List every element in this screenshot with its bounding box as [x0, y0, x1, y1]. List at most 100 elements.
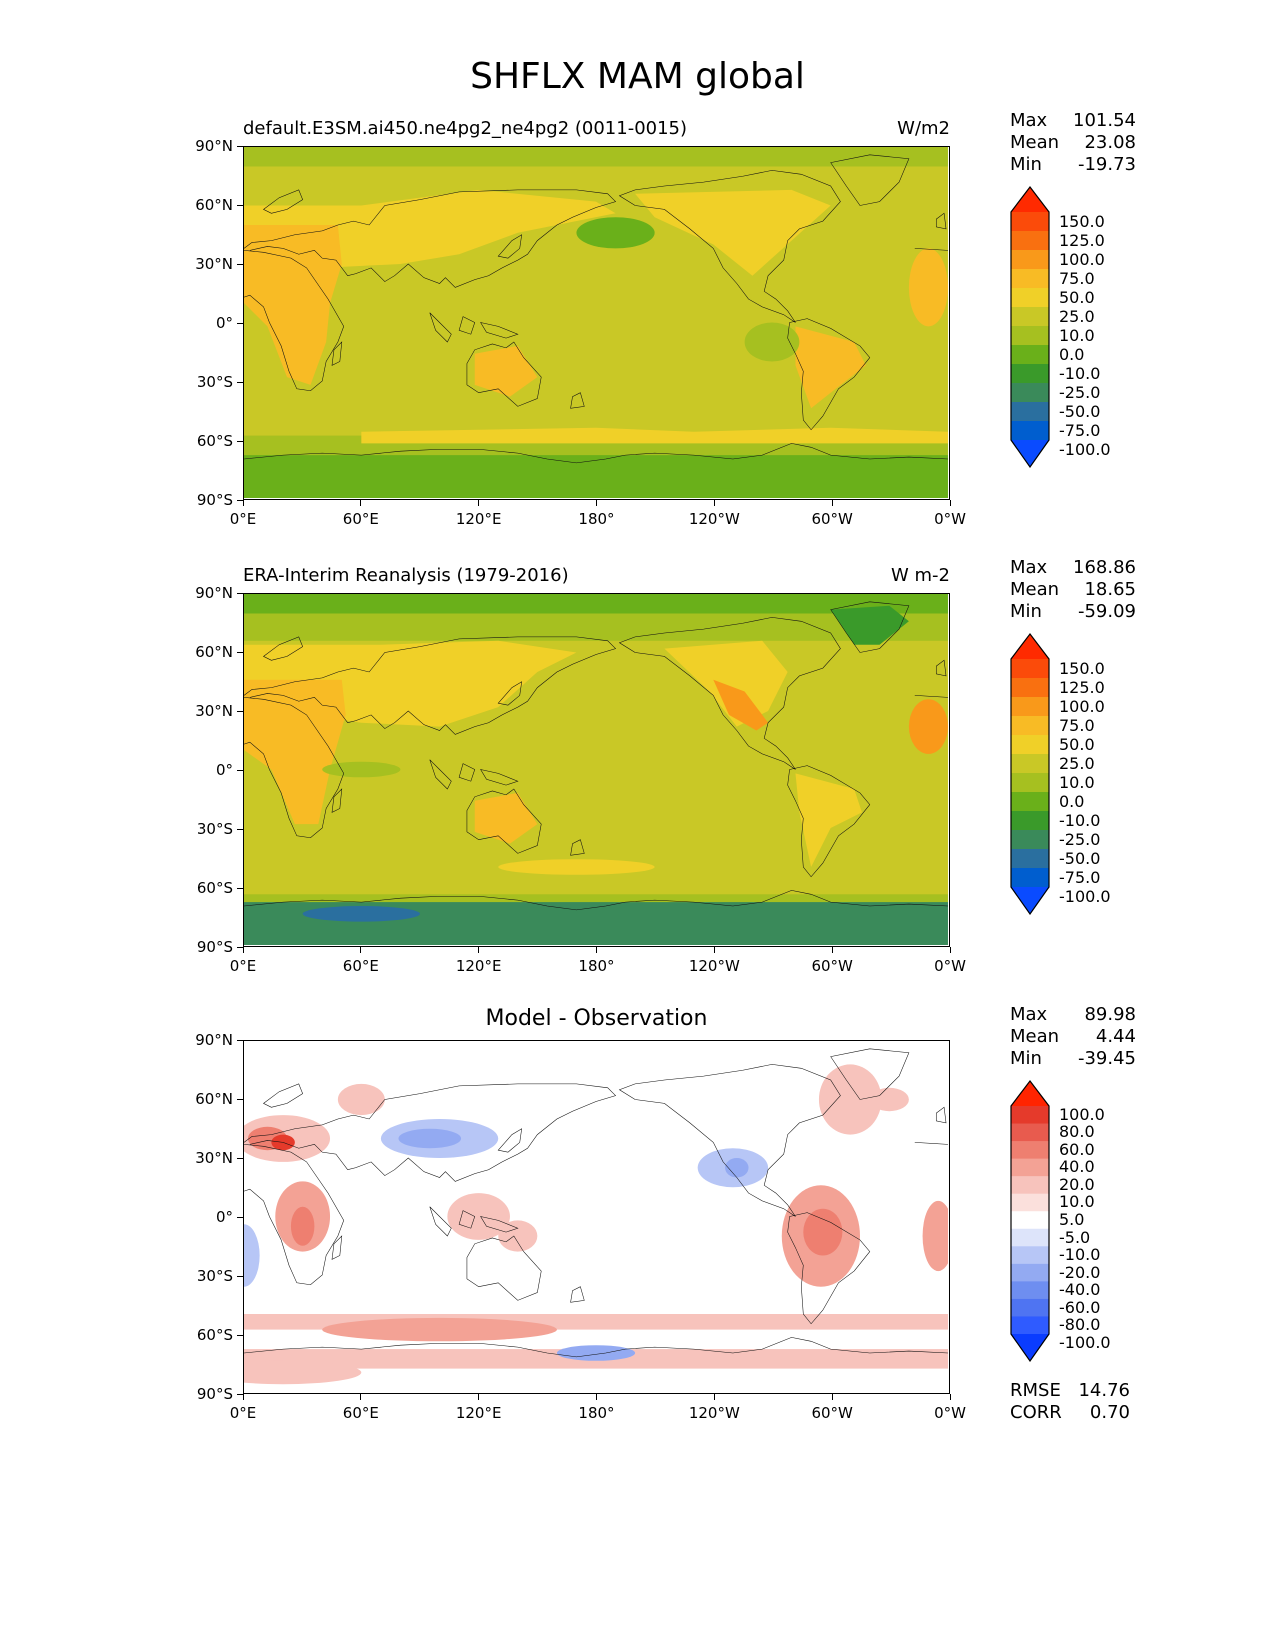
- lat-tick: [237, 1216, 243, 1218]
- lat-tick-label: 90°S: [196, 491, 233, 509]
- colorbar-segment: [1011, 716, 1049, 736]
- colorbar-label: 0.0: [1059, 791, 1085, 811]
- colorbar-extend-top: [1011, 634, 1049, 659]
- stat-label: Min: [1010, 154, 1042, 175]
- lon-tick-label: 0°W: [934, 957, 966, 975]
- panel-units-obs: W m-2: [890, 565, 950, 586]
- colorbar-label: -75.0: [1059, 420, 1101, 440]
- coastline: [244, 601, 948, 911]
- lon-tick: [949, 1394, 951, 1400]
- colorbar-label: 10.0: [1059, 325, 1095, 345]
- lon-tick: [478, 500, 480, 506]
- colorbar-segment: [1011, 773, 1049, 793]
- lat-tick: [237, 1039, 243, 1041]
- colorbar-label: 25.0: [1059, 753, 1095, 773]
- stat-value: 0.70: [1089, 1402, 1130, 1423]
- stat-label: RMSE: [1010, 1380, 1061, 1401]
- map-model: [243, 146, 950, 500]
- lon-tick-label: 120°W: [688, 957, 740, 975]
- stats-obs: Max 168.86 Mean 18.65 Min -59.09: [1010, 557, 1136, 623]
- lat-tick-label: 90°S: [196, 1385, 233, 1403]
- colorbar-extend-bottom: [1011, 440, 1049, 467]
- panel-title-obs: ERA-Interim Reanalysis (1979-2016): [243, 565, 569, 586]
- stat-value: 23.08: [1084, 132, 1136, 153]
- lat-tick: [237, 769, 243, 771]
- colorbar-extend-top: [1011, 187, 1049, 212]
- lon-tick: [949, 500, 951, 506]
- lon-tick: [831, 947, 833, 953]
- stat-label: Mean: [1010, 579, 1060, 600]
- lat-tick: [237, 592, 243, 594]
- colorbar-label: -5.0: [1059, 1227, 1091, 1247]
- colorbar-label: -100.0: [1059, 886, 1111, 906]
- lat-tick-label: 60°S: [196, 879, 233, 897]
- coastline: [244, 154, 948, 464]
- colorbar-obs: [1010, 633, 1050, 916]
- lat-tick: [237, 145, 243, 147]
- colorbar-segment: [1011, 678, 1049, 698]
- figure-title: SHFLX MAM global: [470, 56, 805, 97]
- colorbar-label: -10.0: [1059, 810, 1101, 830]
- stat-value: 89.98: [1084, 1004, 1136, 1025]
- colorbar-segment: [1011, 849, 1049, 869]
- stat-value: -39.45: [1077, 1048, 1136, 1069]
- colorbar-label: 50.0: [1059, 287, 1095, 307]
- lat-tick: [237, 1275, 243, 1277]
- colorbar-wrap-obs: [1010, 633, 1050, 919]
- lat-tick-label: 60°N: [195, 196, 233, 214]
- colorbar-model: [1010, 186, 1050, 469]
- lon-tick-label: 0°E: [229, 957, 257, 975]
- colorbar-label: -50.0: [1059, 401, 1101, 421]
- lat-tick: [237, 322, 243, 324]
- colorbar-label: -10.0: [1059, 363, 1101, 383]
- lat-tick: [237, 651, 243, 653]
- colorbar-label: 50.0: [1059, 734, 1095, 754]
- lon-tick-label: 120°W: [688, 1404, 740, 1422]
- colorbar-label: 40.0: [1059, 1157, 1095, 1177]
- lon-tick-label: 60°W: [811, 957, 853, 975]
- colorbar-label: 25.0: [1059, 306, 1095, 326]
- stat-label: Max: [1010, 1004, 1048, 1025]
- lon-tick: [949, 947, 951, 953]
- colorbar-segment: [1011, 1158, 1049, 1177]
- colorbar-segment: [1011, 659, 1049, 679]
- lon-tick: [478, 947, 480, 953]
- lon-tick-label: 60°W: [811, 510, 853, 528]
- colorbar-segment: [1011, 868, 1049, 888]
- colorbar-segment: [1011, 830, 1049, 850]
- colorbar-label: 150.0: [1059, 211, 1105, 231]
- map-diff: [243, 1040, 950, 1394]
- stat-row: Min -19.73: [1010, 154, 1136, 176]
- stat-label: Mean: [1010, 1026, 1060, 1047]
- map-field-obs: [244, 594, 948, 945]
- lon-tick-label: 120°E: [455, 1404, 502, 1422]
- lat-tick-label: 30°S: [196, 1267, 233, 1285]
- colorbar-label: -40.0: [1059, 1280, 1101, 1300]
- stats-model: Max 101.54 Mean 23.08 Min -19.73: [1010, 110, 1136, 176]
- lat-tick-label: 0°: [215, 761, 233, 779]
- colorbar-label: 80.0: [1059, 1122, 1095, 1142]
- lon-tick: [478, 1394, 480, 1400]
- stat-row: Min -39.45: [1010, 1048, 1136, 1070]
- stat-row: Mean 4.44: [1010, 1026, 1136, 1048]
- colorbar-label: -60.0: [1059, 1297, 1101, 1317]
- lat-tick: [237, 887, 243, 889]
- lat-tick-label: 30°N: [195, 702, 233, 720]
- colorbar-segment: [1011, 1211, 1049, 1230]
- stat-label: Max: [1010, 557, 1048, 578]
- colorbar-label: 150.0: [1059, 658, 1105, 678]
- colorbar-segment: [1011, 1246, 1049, 1265]
- stat-value: 101.54: [1073, 110, 1136, 131]
- lon-tick: [242, 500, 244, 506]
- stat-value: 168.86: [1073, 557, 1136, 578]
- lat-tick-label: 30°N: [195, 255, 233, 273]
- colorbar-label: 5.0: [1059, 1210, 1085, 1229]
- colorbar-label: 75.0: [1059, 268, 1095, 288]
- lat-tick: [237, 1098, 243, 1100]
- colorbar-label: -80.0: [1059, 1315, 1101, 1335]
- lat-tick-label: 60°S: [196, 432, 233, 450]
- colorbar-wrap-diff: [1010, 1080, 1050, 1366]
- colorbar-wrap-model: [1010, 186, 1050, 472]
- lat-tick: [237, 381, 243, 383]
- lon-tick-label: 180°: [578, 1404, 615, 1422]
